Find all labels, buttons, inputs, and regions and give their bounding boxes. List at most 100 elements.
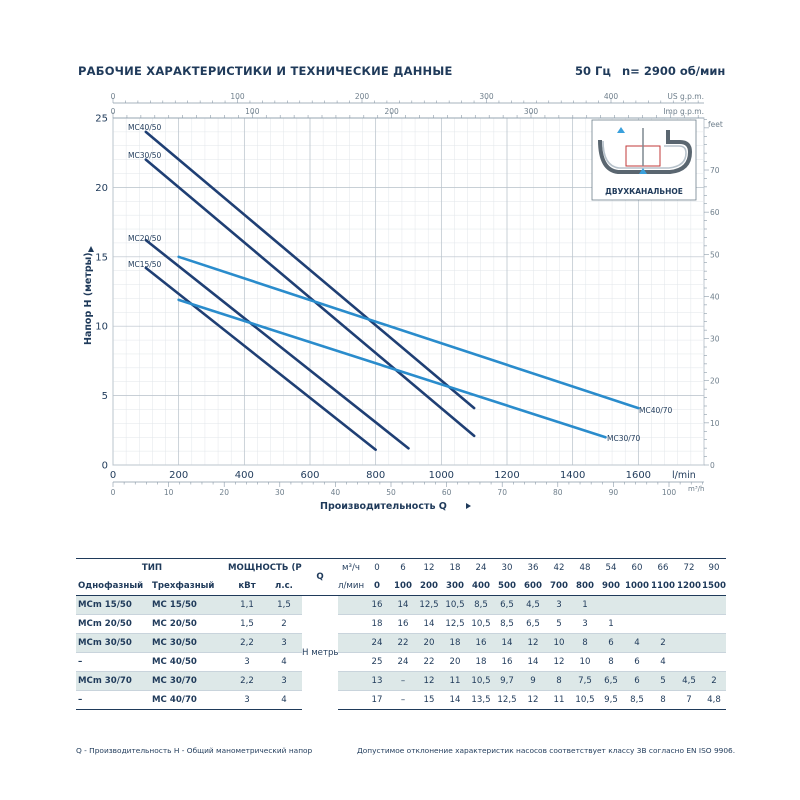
flow-arrow-icon [617,127,625,133]
table-row: MCm 15/50 MC 15/50 1,1 1,5 H метры 16 14 12,5 10… [76,595,726,710]
head-value: 12,5 [416,595,442,615]
head-value: 7 [676,690,702,710]
q-m3h-value: 60 [624,558,650,577]
q-m3h-value: 48 [572,558,598,577]
head-value: 15 [416,690,442,710]
head-value [676,614,702,634]
head-value [702,595,726,615]
model-three-phase: MC 15/50 [150,595,228,615]
head-value: – [390,690,416,710]
m3h-tick-label: 90 [609,488,619,497]
head-value: 10,5 [468,614,494,634]
series-line-mc15-50 [144,266,377,452]
unit-lmin-label: л/мин [338,581,364,591]
head-value: 14 [442,690,468,710]
head-value: 9,5 [598,690,624,710]
head-value: 16 [494,652,520,672]
head-value: 6 [624,671,650,691]
head-value: 4 [624,633,650,653]
head-value: 6,5 [520,614,546,634]
head-value: 10 [572,652,598,672]
imp-gpm-tick-label: 200 [385,107,400,116]
imp-gpm-unit: Imp g.p.m. [663,107,704,116]
series-line-mc40-50 [144,130,476,410]
model-single-phase: MCm 15/50 [76,595,150,615]
inset-label: ДВУХКАНАЛЬНОЕ [605,187,683,196]
head-value: 10,5 [572,690,598,710]
series-line-mc20-50 [144,238,410,450]
q-lmin-value: 600 [524,581,542,591]
m3h-tick-label: 30 [275,488,285,497]
feet-tick-label: 10 [710,419,720,428]
model-three-phase: MC 30/50 [150,633,228,653]
head-value: 10,5 [468,671,494,691]
head-value: 12,5 [442,614,468,634]
y-tick-label: 5 [102,391,108,402]
head-value [676,633,702,653]
x-unit-label: l/min [672,470,696,481]
head-value: 7,5 [572,671,598,691]
head-value: 14 [390,595,416,615]
x-axis-title: Производительность Q [320,501,447,512]
head-value: 4 [650,652,676,672]
head-value: 10 [546,633,572,653]
frequency-label: 50 Гц [575,64,611,78]
power-hp: 4 [266,690,302,710]
head-value [598,595,624,615]
head-value: 5 [546,614,572,634]
head-value: 5 [650,671,676,691]
y-tick-label: 0 [102,461,108,472]
power-kw: 1,1 [228,595,266,615]
head-value: 12 [520,690,546,710]
x-tick-label: 400 [235,470,254,481]
head-value [624,595,650,615]
head-value: 4,8 [702,690,726,710]
y-axis-title: Напор H (метры) [83,252,94,345]
model-three-phase: MC 40/70 [150,690,228,710]
head-value: 6,5 [494,595,520,615]
head-value: 18 [364,614,390,634]
model-single-phase: – [76,652,150,672]
head-value: 1 [572,595,598,615]
col-header-q: Q [302,558,338,596]
us-gpm-tick-label: 300 [479,92,494,101]
m3h-tick-label: 10 [164,488,174,497]
us-gpm-tick-label: 400 [604,92,619,101]
us-gpm-tick-label: 100 [230,92,245,101]
us-gpm-unit: US g.p.m. [667,92,704,101]
feet-tick-label: 0 [710,461,715,470]
head-value [650,614,676,634]
q-lmin-value: 700 [550,581,568,591]
q-m3h-value: 72 [676,558,702,577]
head-value: 12 [546,652,572,672]
x-tick-label: 600 [300,470,319,481]
series-label: MC30/50 [128,151,162,160]
table-row: – MC 40/50 3 4 25 24 22 20 18 16 14 12 10 8 6 4 [76,652,726,672]
head-value: 14 [520,652,546,672]
head-value: 18 [442,633,468,653]
footer-legend: Q - Производительность H - Общий маномет… [76,746,312,755]
x-tick-label: 1400 [560,470,585,481]
q-lmin-value: 900 [602,581,620,591]
power-kw: 3 [228,652,266,672]
feet-tick-label: 50 [710,250,720,259]
head-value: 6,5 [598,671,624,691]
q-m3h-value: 18 [442,558,468,577]
unit-m3h-label: м³/ч [338,558,364,577]
head-value: 11 [546,690,572,710]
col-header-hp: л.с. [275,581,293,591]
head-value: 8 [546,671,572,691]
model-three-phase: MC 40/50 [150,652,228,672]
head-value: 6 [624,652,650,672]
head-value: 8,5 [468,595,494,615]
spacer [338,595,364,615]
series-line-mc30-70 [177,298,607,439]
model-three-phase: MC 20/50 [150,614,228,634]
q-m3h-value: 66 [650,558,676,577]
feet-tick-label: 70 [710,166,720,175]
inset-box [591,119,697,201]
m3h-tick-label: 60 [442,488,452,497]
head-value: 11 [442,671,468,691]
head-value: 25 [364,652,390,672]
